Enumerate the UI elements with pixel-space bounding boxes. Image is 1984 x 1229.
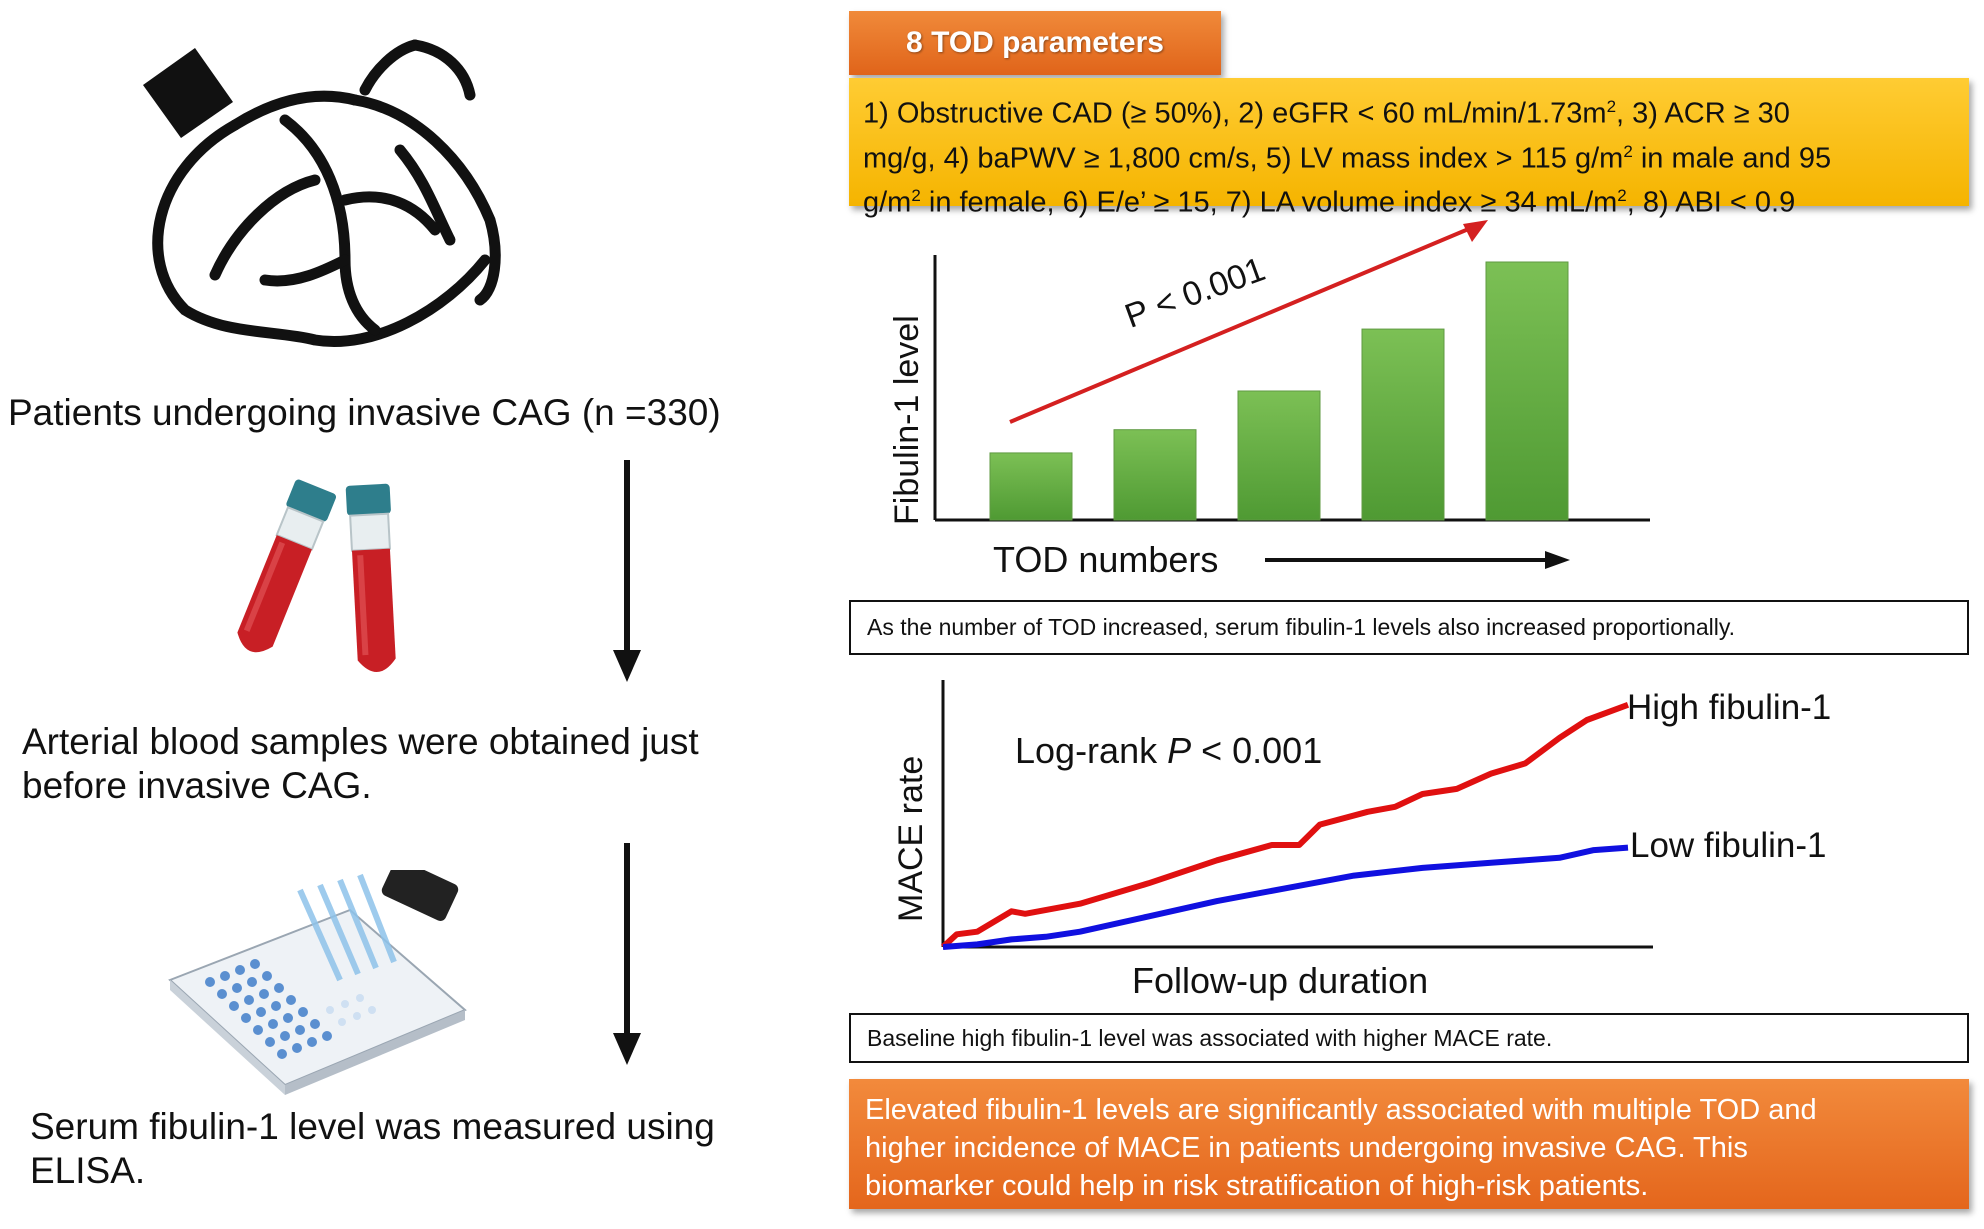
bar-chart-xlabel: TOD numbers — [993, 539, 1219, 580]
tod-param-line: 1) Obstructive CAD (≥ 50%), 2) eGFR < 60… — [863, 97, 1790, 130]
km-chart-xlabel: Follow-up duration — [1132, 960, 1429, 1001]
trend-arrow — [1009, 223, 1479, 424]
bar-chart-ylabel: Fibulin-1 level — [888, 315, 926, 525]
bar — [1237, 390, 1321, 521]
blood-samples-label: Arterial blood samples were obtained jus… — [22, 721, 699, 806]
bar-chart-caption: As the number of TOD increased, serum fi… — [849, 600, 1969, 655]
high-fibulin-line — [940, 701, 1630, 950]
bar — [1361, 328, 1445, 521]
trend-arrowhead — [1463, 220, 1488, 242]
km-chart-ylabel: MACE rate — [892, 755, 930, 922]
heart-icon — [143, 39, 501, 347]
km-legend-high: High fibulin-1 — [1627, 688, 1832, 727]
km-chart-caption: Baseline high fibulin-1 level was associ… — [849, 1013, 1969, 1063]
fibulin-tod-bar-chart — [933, 220, 1650, 522]
low-fibulin-line — [942, 844, 1629, 950]
tod-param-line: mg/g, 4) baPWV ≥ 1,800 cm/s, 5) LV mass … — [863, 141, 1832, 175]
flow-arrow-down — [613, 843, 641, 1065]
bar — [989, 452, 1073, 521]
flow-arrow-down — [613, 460, 641, 682]
bar — [1113, 429, 1197, 521]
blood-tube-icon — [237, 479, 396, 672]
bar — [1485, 261, 1569, 521]
elisa-plate-icon — [168, 870, 467, 1095]
elisa-label: Serum fibulin-1 level was measured using… — [30, 1106, 715, 1191]
km-chart-logrank: Log-rank P < 0.001 — [1015, 730, 1323, 771]
patients-label: Patients undergoing invasive CAG (n =330… — [8, 392, 721, 433]
tod-parameters-tab: 8 TOD parameters — [849, 11, 1221, 75]
conclusion-box: Elevated fibulin-1 levels are significan… — [849, 1079, 1969, 1209]
bar-chart-xlabel-arrow — [1265, 551, 1570, 569]
mace-km-chart — [940, 680, 1653, 950]
km-legend-low: Low fibulin-1 — [1630, 826, 1827, 865]
tod-param-line: g/m2 in female, 6) E/e’ ≥ 15, 7) LA volu… — [863, 186, 1796, 219]
tod-parameters-box: 1) Obstructive CAD (≥ 50%), 2) eGFR < 60… — [849, 78, 1969, 219]
